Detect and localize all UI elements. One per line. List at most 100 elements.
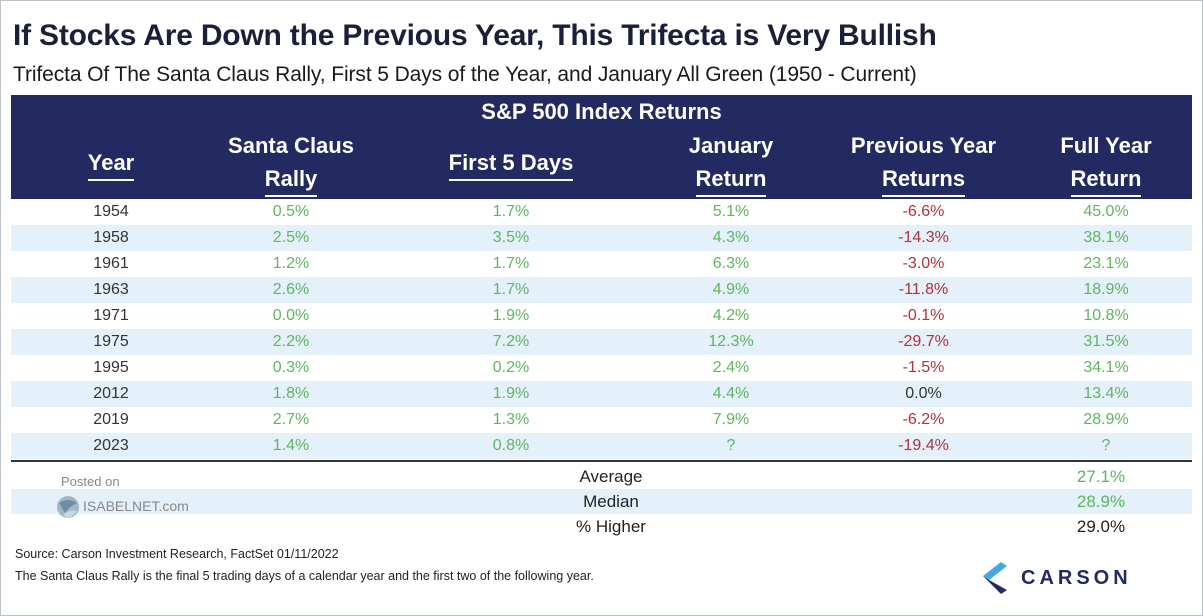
stat-label: Average (579, 467, 643, 486)
table-row: 2019 2.7% 1.3% 7.9% -6.2% 28.9% (11, 407, 1192, 433)
cell-jan: 4.4% (712, 385, 750, 402)
cell-jan: 4.9% (712, 281, 750, 298)
cell-first5: 3.5% (492, 229, 530, 246)
cell-santa: 0.0% (272, 307, 310, 324)
cell-santa: 1.4% (272, 437, 310, 454)
cell-jan: 7.9% (712, 411, 750, 428)
column-header-text: Full Year (1060, 133, 1152, 158)
cell-full: 45.0% (1083, 203, 1129, 220)
chart-subtitle: Trifecta Of The Santa Claus Rally, First… (13, 63, 917, 86)
stat-value: 29.0% (1076, 517, 1126, 536)
cell-jan: ? (726, 437, 736, 454)
cell-full: 10.8% (1083, 307, 1129, 324)
cell-prev: -1.5% (902, 359, 945, 376)
cell-santa: 0.5% (272, 203, 310, 220)
cell-year: 1963 (93, 281, 129, 298)
cell-first5: 0.8% (492, 437, 530, 454)
source-note: Source: Carson Investment Research, Fact… (15, 547, 339, 561)
table-row: 1958 2.5% 3.5% 4.3% -14.3% 38.1% (11, 225, 1192, 251)
column-header-full: Full Year Return (1036, 131, 1176, 197)
stat-row: Average 27.1% (11, 464, 1192, 489)
cell-santa: 2.7% (272, 411, 310, 428)
table-header: S&P 500 Index Returns Year Santa Claus Ral… (11, 95, 1192, 199)
column-header-text: Previous Year (850, 133, 997, 158)
definition-note: The Santa Claus Rally is the final 5 tra… (15, 569, 594, 583)
column-header-text: First 5 Days (448, 146, 574, 181)
table-row: 1971 0.0% 1.9% 4.2% -0.1% 10.8% (11, 303, 1192, 329)
cell-full: 38.1% (1083, 229, 1129, 246)
carson-logo-text: CARSON (1021, 567, 1132, 589)
cell-full: ? (1101, 437, 1111, 454)
cell-full: 28.9% (1083, 411, 1129, 428)
stat-label: Median (583, 492, 639, 511)
table-row: 1954 0.5% 1.7% 5.1% -6.6% 45.0% (11, 199, 1192, 225)
cell-santa: 1.2% (272, 255, 310, 272)
cell-year: 2012 (93, 385, 129, 402)
cell-year: 2023 (93, 437, 129, 454)
cell-prev: -29.7% (898, 333, 949, 350)
column-header-text: Rally (264, 162, 318, 197)
cell-santa: 1.8% (272, 385, 310, 402)
table-row: 1995 0.3% 0.2% 2.4% -1.5% 34.1% (11, 355, 1192, 381)
chart-title: If Stocks Are Down the Previous Year, Th… (13, 19, 937, 52)
table-row: 1975 2.2% 7.2% 12.3% -29.7% 31.5% (11, 329, 1192, 355)
cell-year: 2019 (93, 411, 129, 428)
cell-full: 31.5% (1083, 333, 1129, 350)
chevron-left-icon (983, 562, 1007, 594)
cell-jan: 5.1% (712, 203, 750, 220)
cell-first5: 7.2% (492, 333, 530, 350)
cell-first5: 1.7% (492, 255, 530, 272)
column-header-text: Return (695, 162, 767, 197)
column-header-text: Santa Claus (228, 133, 354, 158)
column-header-first5: First 5 Days (411, 131, 611, 195)
cell-santa: 2.6% (272, 281, 310, 298)
stats-divider (11, 460, 1192, 462)
cell-prev: 0.0% (905, 385, 942, 402)
isabelnet-logo-text: ISABELNET.com (83, 498, 189, 514)
column-header-text: Returns (881, 162, 966, 197)
cell-first5: 1.3% (492, 411, 530, 428)
cell-jan: 4.3% (712, 229, 750, 246)
cell-full: 13.4% (1083, 385, 1129, 402)
globe-icon (57, 496, 79, 518)
table-row: 1963 2.6% 1.7% 4.9% -11.8% 18.9% (11, 277, 1192, 303)
column-header-text: January (688, 133, 774, 158)
cell-full: 34.1% (1083, 359, 1129, 376)
cell-year: 1961 (93, 255, 129, 272)
stat-row: Median 28.9% (11, 489, 1192, 514)
cell-santa: 2.2% (272, 333, 310, 350)
table-row: 2012 1.8% 1.9% 4.4% 0.0% 13.4% (11, 381, 1192, 407)
cell-santa: 2.5% (272, 229, 310, 246)
column-header-santa: Santa Claus Rally (201, 131, 381, 197)
cell-full: 18.9% (1083, 281, 1129, 298)
table-row: 1961 1.2% 1.7% 6.3% -3.0% 23.1% (11, 251, 1192, 277)
stat-value: 28.9% (1076, 492, 1126, 511)
cell-santa: 0.3% (272, 359, 310, 376)
cell-jan: 2.4% (712, 359, 750, 376)
cell-year: 1975 (93, 333, 129, 350)
posted-on-label: Posted on (61, 474, 120, 489)
table-body: 1954 0.5% 1.7% 5.1% -6.6% 45.0% 1958 2.5% 3.5% 4.… (11, 199, 1192, 459)
cell-first5: 1.7% (492, 203, 530, 220)
cell-year: 1995 (93, 359, 129, 376)
column-header-year: Year (51, 131, 171, 195)
cell-prev: -19.4% (898, 437, 949, 454)
cell-prev: -6.6% (902, 203, 945, 220)
cell-prev: -6.2% (902, 411, 945, 428)
cell-first5: 1.9% (492, 307, 530, 324)
cell-jan: 6.3% (712, 255, 750, 272)
cell-prev: -3.0% (902, 255, 945, 272)
column-header-text: Year (87, 146, 135, 181)
cell-jan: 4.2% (712, 307, 750, 324)
cell-year: 1971 (93, 307, 129, 324)
cell-first5: 1.7% (492, 281, 530, 298)
cell-year: 1958 (93, 229, 129, 246)
table-row: 2023 1.4% 0.8%? -19.4%? (11, 433, 1192, 459)
cell-first5: 1.9% (492, 385, 530, 402)
cell-prev: -0.1% (902, 307, 945, 324)
column-header-prev: Previous Year Returns (826, 131, 1021, 197)
cell-first5: 0.2% (492, 359, 530, 376)
cell-jan: 12.3% (708, 333, 754, 350)
super-header: S&P 500 Index Returns (481, 99, 722, 124)
stat-value: 27.1% (1076, 467, 1126, 486)
